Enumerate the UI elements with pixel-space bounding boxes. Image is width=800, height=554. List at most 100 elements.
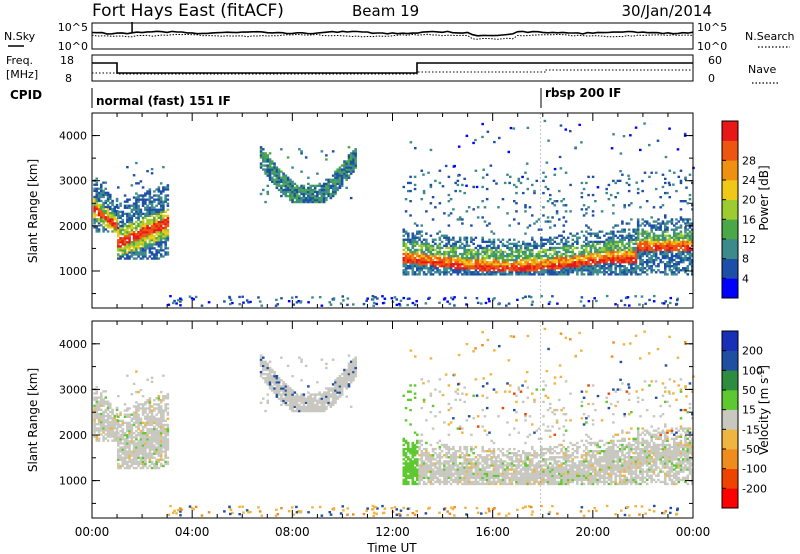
- scatter-cell: [641, 248, 644, 252]
- scatter-cell: [679, 246, 683, 250]
- scatter-cell: [490, 248, 493, 252]
- scatter-cell: [109, 193, 112, 197]
- scatter-cell: [416, 478, 419, 482]
- scatter-cell: [447, 250, 451, 254]
- scatter-cell: [166, 393, 170, 396]
- scatter-cell: [331, 194, 335, 198]
- scatter-cell: [458, 216, 462, 219]
- scatter-cell: [115, 197, 119, 201]
- scatter-cell: [130, 222, 134, 226]
- scatter-cell: [100, 404, 103, 407]
- scatter-cell: [264, 368, 267, 372]
- scatter-cell: [551, 261, 554, 264]
- scatter-cell: [501, 258, 505, 262]
- scatter-cell: [673, 171, 676, 174]
- scatter-cell: [130, 432, 134, 435]
- scatter-cell: [135, 460, 138, 464]
- scatter-cell: [117, 458, 120, 461]
- scatter-cell: [150, 218, 154, 222]
- scatter-cell: [691, 181, 694, 185]
- scatter-cell: [454, 258, 457, 262]
- scatter-cell: [634, 238, 638, 241]
- scatter-cell: [159, 220, 163, 224]
- scatter-cell: [587, 250, 590, 254]
- scatter-cell: [612, 258, 615, 262]
- scatter-cell: [275, 184, 279, 188]
- scatter-cell: [141, 241, 145, 244]
- scatter-cell: [562, 256, 566, 260]
- scatter-cell: [438, 181, 442, 185]
- scatter-cell: [349, 172, 353, 175]
- scatter-cell: [106, 406, 110, 410]
- scatter-cell: [639, 250, 642, 254]
- scatter-cell: [688, 238, 692, 241]
- scatter-cell: [128, 235, 131, 238]
- scatter-cell: [259, 370, 263, 374]
- scatter-cell: [117, 466, 120, 470]
- scatter-cell: [670, 236, 674, 239]
- scatter-cell: [607, 240, 611, 244]
- scatter-cell: [139, 249, 143, 252]
- scatter-cell: [668, 250, 672, 254]
- scatter-cell: [316, 409, 319, 413]
- scatter-cell: [547, 302, 551, 306]
- scatter-cell: [273, 180, 276, 183]
- scatter-cell: [354, 364, 357, 368]
- scatter-cell: [126, 415, 129, 418]
- scatter-cell: [95, 193, 99, 197]
- scatter-cell: [411, 447, 415, 451]
- scatter-cell: [416, 258, 419, 262]
- scatter-cell: [603, 248, 606, 252]
- scatter-cell: [519, 271, 523, 274]
- scatter-cell: [605, 254, 608, 258]
- scatter-cell: [93, 189, 96, 193]
- scatter-cell: [470, 254, 473, 258]
- scatter-cell: [485, 271, 489, 274]
- scatter-cell: [150, 224, 154, 228]
- scatter-cell: [501, 271, 505, 274]
- scatter-cell: [132, 450, 136, 453]
- scatter-cell: [576, 265, 579, 268]
- scatter-cell: [492, 244, 496, 248]
- scatter-cell: [155, 450, 158, 453]
- scatter-cell: [476, 216, 480, 219]
- scatter-cell: [150, 237, 154, 240]
- scatter-cell: [132, 231, 136, 234]
- scatter-cell: [289, 184, 292, 188]
- scatter-cell: [645, 222, 649, 225]
- scatter-cell: [567, 263, 570, 266]
- scatter-cell: [488, 222, 491, 225]
- scatter-cell: [264, 154, 267, 157]
- scatter-cell: [126, 212, 129, 216]
- scatter-cell: [510, 265, 514, 268]
- scatter-cell: [677, 248, 681, 252]
- scatter-cell: [194, 295, 198, 299]
- scatter-cell: [172, 301, 175, 305]
- scatter-cell: [654, 234, 658, 237]
- scatter-cell: [111, 210, 114, 213]
- scatter-cell: [630, 269, 633, 272]
- scatter-cell: [155, 210, 158, 214]
- scatter-cell: [106, 214, 110, 217]
- scatter-cell: [675, 269, 678, 272]
- scatter-cell: [262, 368, 265, 372]
- scatter-cell: [567, 261, 570, 264]
- scatter-cell: [582, 254, 586, 258]
- scatter-cell: [609, 250, 613, 254]
- scatter-cell: [102, 222, 105, 225]
- scatter-cell: [429, 185, 433, 189]
- scatter-cell: [569, 210, 572, 213]
- scatter-cell: [630, 256, 633, 260]
- scatter-cell: [93, 419, 96, 422]
- scatter-cell: [497, 265, 500, 268]
- scatter-cell: [343, 379, 346, 382]
- scatter-cell: [519, 273, 523, 276]
- scatter-cell: [148, 237, 152, 240]
- scatter-cell: [123, 448, 127, 451]
- scatter-cell: [402, 265, 406, 268]
- y-tick-label: 1000: [59, 265, 87, 278]
- scatter-cell: [302, 399, 306, 402]
- scatter-cell: [159, 241, 163, 244]
- scatter-cell: [128, 407, 131, 410]
- scatter-cell: [268, 385, 272, 388]
